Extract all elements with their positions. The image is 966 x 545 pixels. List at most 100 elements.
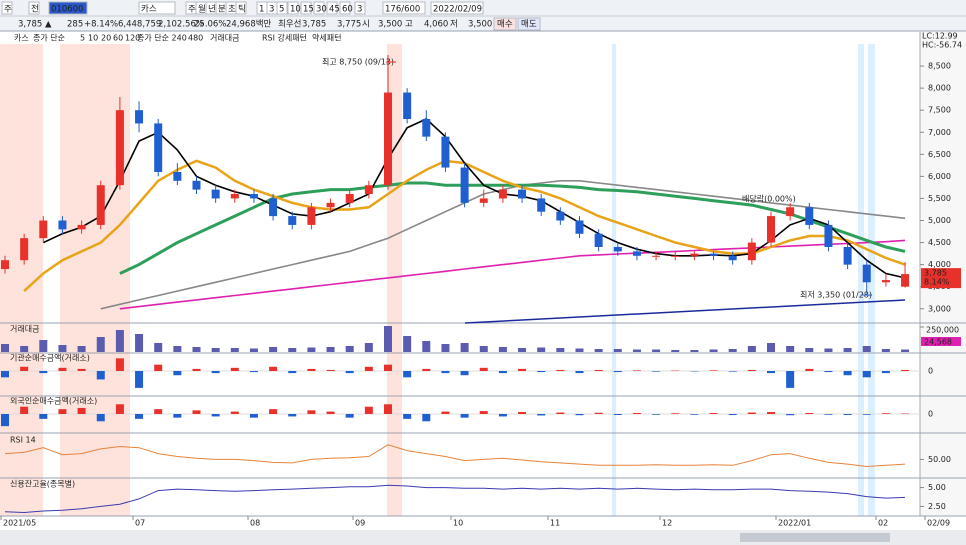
net-bar bbox=[556, 369, 565, 371]
x-tick-label: 07 bbox=[135, 519, 145, 528]
quote-field[interactable]: 매도 bbox=[521, 20, 537, 30]
candle-body bbox=[575, 220, 584, 234]
toolbar-label[interactable]: 60 bbox=[342, 5, 353, 15]
net-bar bbox=[1, 371, 9, 378]
toolbar-button[interactable] bbox=[430, 1, 484, 15]
net-bar bbox=[498, 371, 507, 374]
toolbar-label[interactable]: 초 bbox=[228, 5, 236, 15]
candle-body bbox=[135, 110, 144, 124]
net-bar bbox=[901, 369, 910, 371]
toolbar-label[interactable]: 틱 bbox=[238, 4, 246, 15]
volume-bar bbox=[671, 350, 680, 352]
toolbar-button[interactable] bbox=[326, 1, 338, 15]
net-bar bbox=[498, 414, 507, 417]
volume-bar bbox=[843, 348, 852, 352]
volume-bar bbox=[594, 349, 603, 352]
net-bar bbox=[115, 404, 124, 414]
toolbar-label[interactable]: 010600 bbox=[51, 5, 83, 15]
last-price: 3,785 bbox=[924, 269, 947, 278]
toolbar-button[interactable] bbox=[138, 1, 176, 15]
net-bar bbox=[594, 412, 603, 414]
volume-bar bbox=[632, 349, 641, 352]
net-bar bbox=[345, 414, 354, 418]
toolbar-label[interactable]: 176/600 bbox=[385, 5, 420, 15]
candle-body bbox=[652, 255, 661, 257]
quote-field: 최우선 bbox=[278, 19, 301, 30]
toolbar-button[interactable] bbox=[313, 1, 325, 15]
net-bar bbox=[230, 367, 239, 371]
net-bar bbox=[20, 406, 29, 414]
order-button[interactable] bbox=[493, 17, 517, 31]
net-bar bbox=[192, 410, 201, 414]
toolbar-button[interactable] bbox=[1, 1, 13, 15]
y-tick-label: 5.00 bbox=[928, 483, 946, 492]
toolbar-label[interactable]: 3 bbox=[357, 5, 362, 15]
volume-bar bbox=[498, 347, 507, 352]
volume-bar bbox=[135, 334, 144, 352]
net-bar bbox=[154, 364, 163, 371]
toolbar-label[interactable]: 15 bbox=[303, 5, 314, 15]
scroll-thumb[interactable] bbox=[740, 533, 890, 542]
toolbar-label[interactable]: 주 bbox=[4, 5, 12, 15]
toolbar-label[interactable]: 전 bbox=[31, 4, 39, 15]
credit-line bbox=[4, 484, 906, 514]
toolbar-label[interactable]: 주 bbox=[188, 5, 196, 15]
candle-body bbox=[307, 207, 316, 225]
toolbar-button[interactable] bbox=[28, 1, 40, 15]
candle-body bbox=[786, 207, 795, 217]
candle-body bbox=[211, 189, 220, 199]
highlight-band bbox=[612, 44, 616, 516]
volume-bar bbox=[805, 348, 814, 352]
toolbar-label[interactable]: 년 bbox=[208, 4, 216, 15]
volume-bar bbox=[575, 348, 584, 352]
candle-body bbox=[460, 167, 469, 203]
y-tick-label: 8,000 bbox=[928, 84, 951, 93]
annotation-low: 최저 3,350 (01/28) bbox=[800, 290, 872, 300]
candle-body bbox=[556, 211, 565, 221]
toolbar-label[interactable]: 10 bbox=[290, 5, 301, 15]
volume-bar bbox=[96, 337, 105, 352]
toolbar-button[interactable] bbox=[382, 1, 426, 15]
toolbar-button[interactable] bbox=[276, 1, 288, 15]
net-bar bbox=[422, 414, 431, 422]
legend-item: 종가 단순 240 bbox=[137, 33, 187, 43]
toolbar-label[interactable]: 카스 bbox=[141, 5, 157, 15]
toolbar-button[interactable] bbox=[354, 1, 366, 15]
volume-bar bbox=[211, 348, 220, 352]
net-bar bbox=[249, 371, 258, 373]
volume-bar bbox=[58, 345, 67, 352]
candle-body bbox=[230, 194, 239, 199]
volume-bar bbox=[20, 346, 29, 352]
toolbar-label[interactable]: 30 bbox=[316, 5, 327, 15]
toolbar-button[interactable] bbox=[300, 1, 312, 15]
net-bar bbox=[39, 371, 48, 374]
toolbar-label[interactable]: 월 bbox=[198, 4, 206, 15]
quote-field: 4,060 bbox=[424, 20, 448, 30]
quote-field: 저 bbox=[450, 20, 458, 30]
candle-body bbox=[422, 119, 431, 137]
volume-bar bbox=[479, 346, 488, 352]
toolbar-button[interactable] bbox=[48, 1, 88, 15]
net-bar bbox=[805, 413, 814, 414]
legend-item: 거래대금 bbox=[210, 34, 239, 43]
toolbar-label[interactable]: 2022/02/09 bbox=[433, 5, 482, 15]
y-tick-label: 5,000 bbox=[928, 216, 951, 225]
volume-bar bbox=[441, 344, 450, 352]
order-button[interactable] bbox=[517, 17, 541, 31]
net-bar bbox=[249, 414, 258, 418]
toolbar-button[interactable] bbox=[287, 1, 299, 15]
toolbar-label[interactable]: 5 bbox=[279, 5, 284, 15]
toolbar-button[interactable] bbox=[235, 1, 247, 15]
toolbar-button[interactable] bbox=[339, 1, 351, 15]
candle-body bbox=[173, 171, 182, 181]
toolbar-label[interactable]: 분 bbox=[218, 5, 226, 15]
net-bar bbox=[288, 414, 297, 417]
toolbar-label[interactable]: 1 bbox=[259, 5, 264, 15]
toolbar-label[interactable]: 3 bbox=[269, 5, 274, 15]
quote-field[interactable]: 매수 bbox=[497, 20, 513, 30]
toolbar-label[interactable]: 45 bbox=[329, 5, 340, 15]
quote-field: 6,448,759 bbox=[118, 20, 161, 30]
scrollbar[interactable] bbox=[0, 530, 966, 545]
volume-bar bbox=[384, 326, 392, 352]
volume-bar bbox=[767, 343, 775, 352]
